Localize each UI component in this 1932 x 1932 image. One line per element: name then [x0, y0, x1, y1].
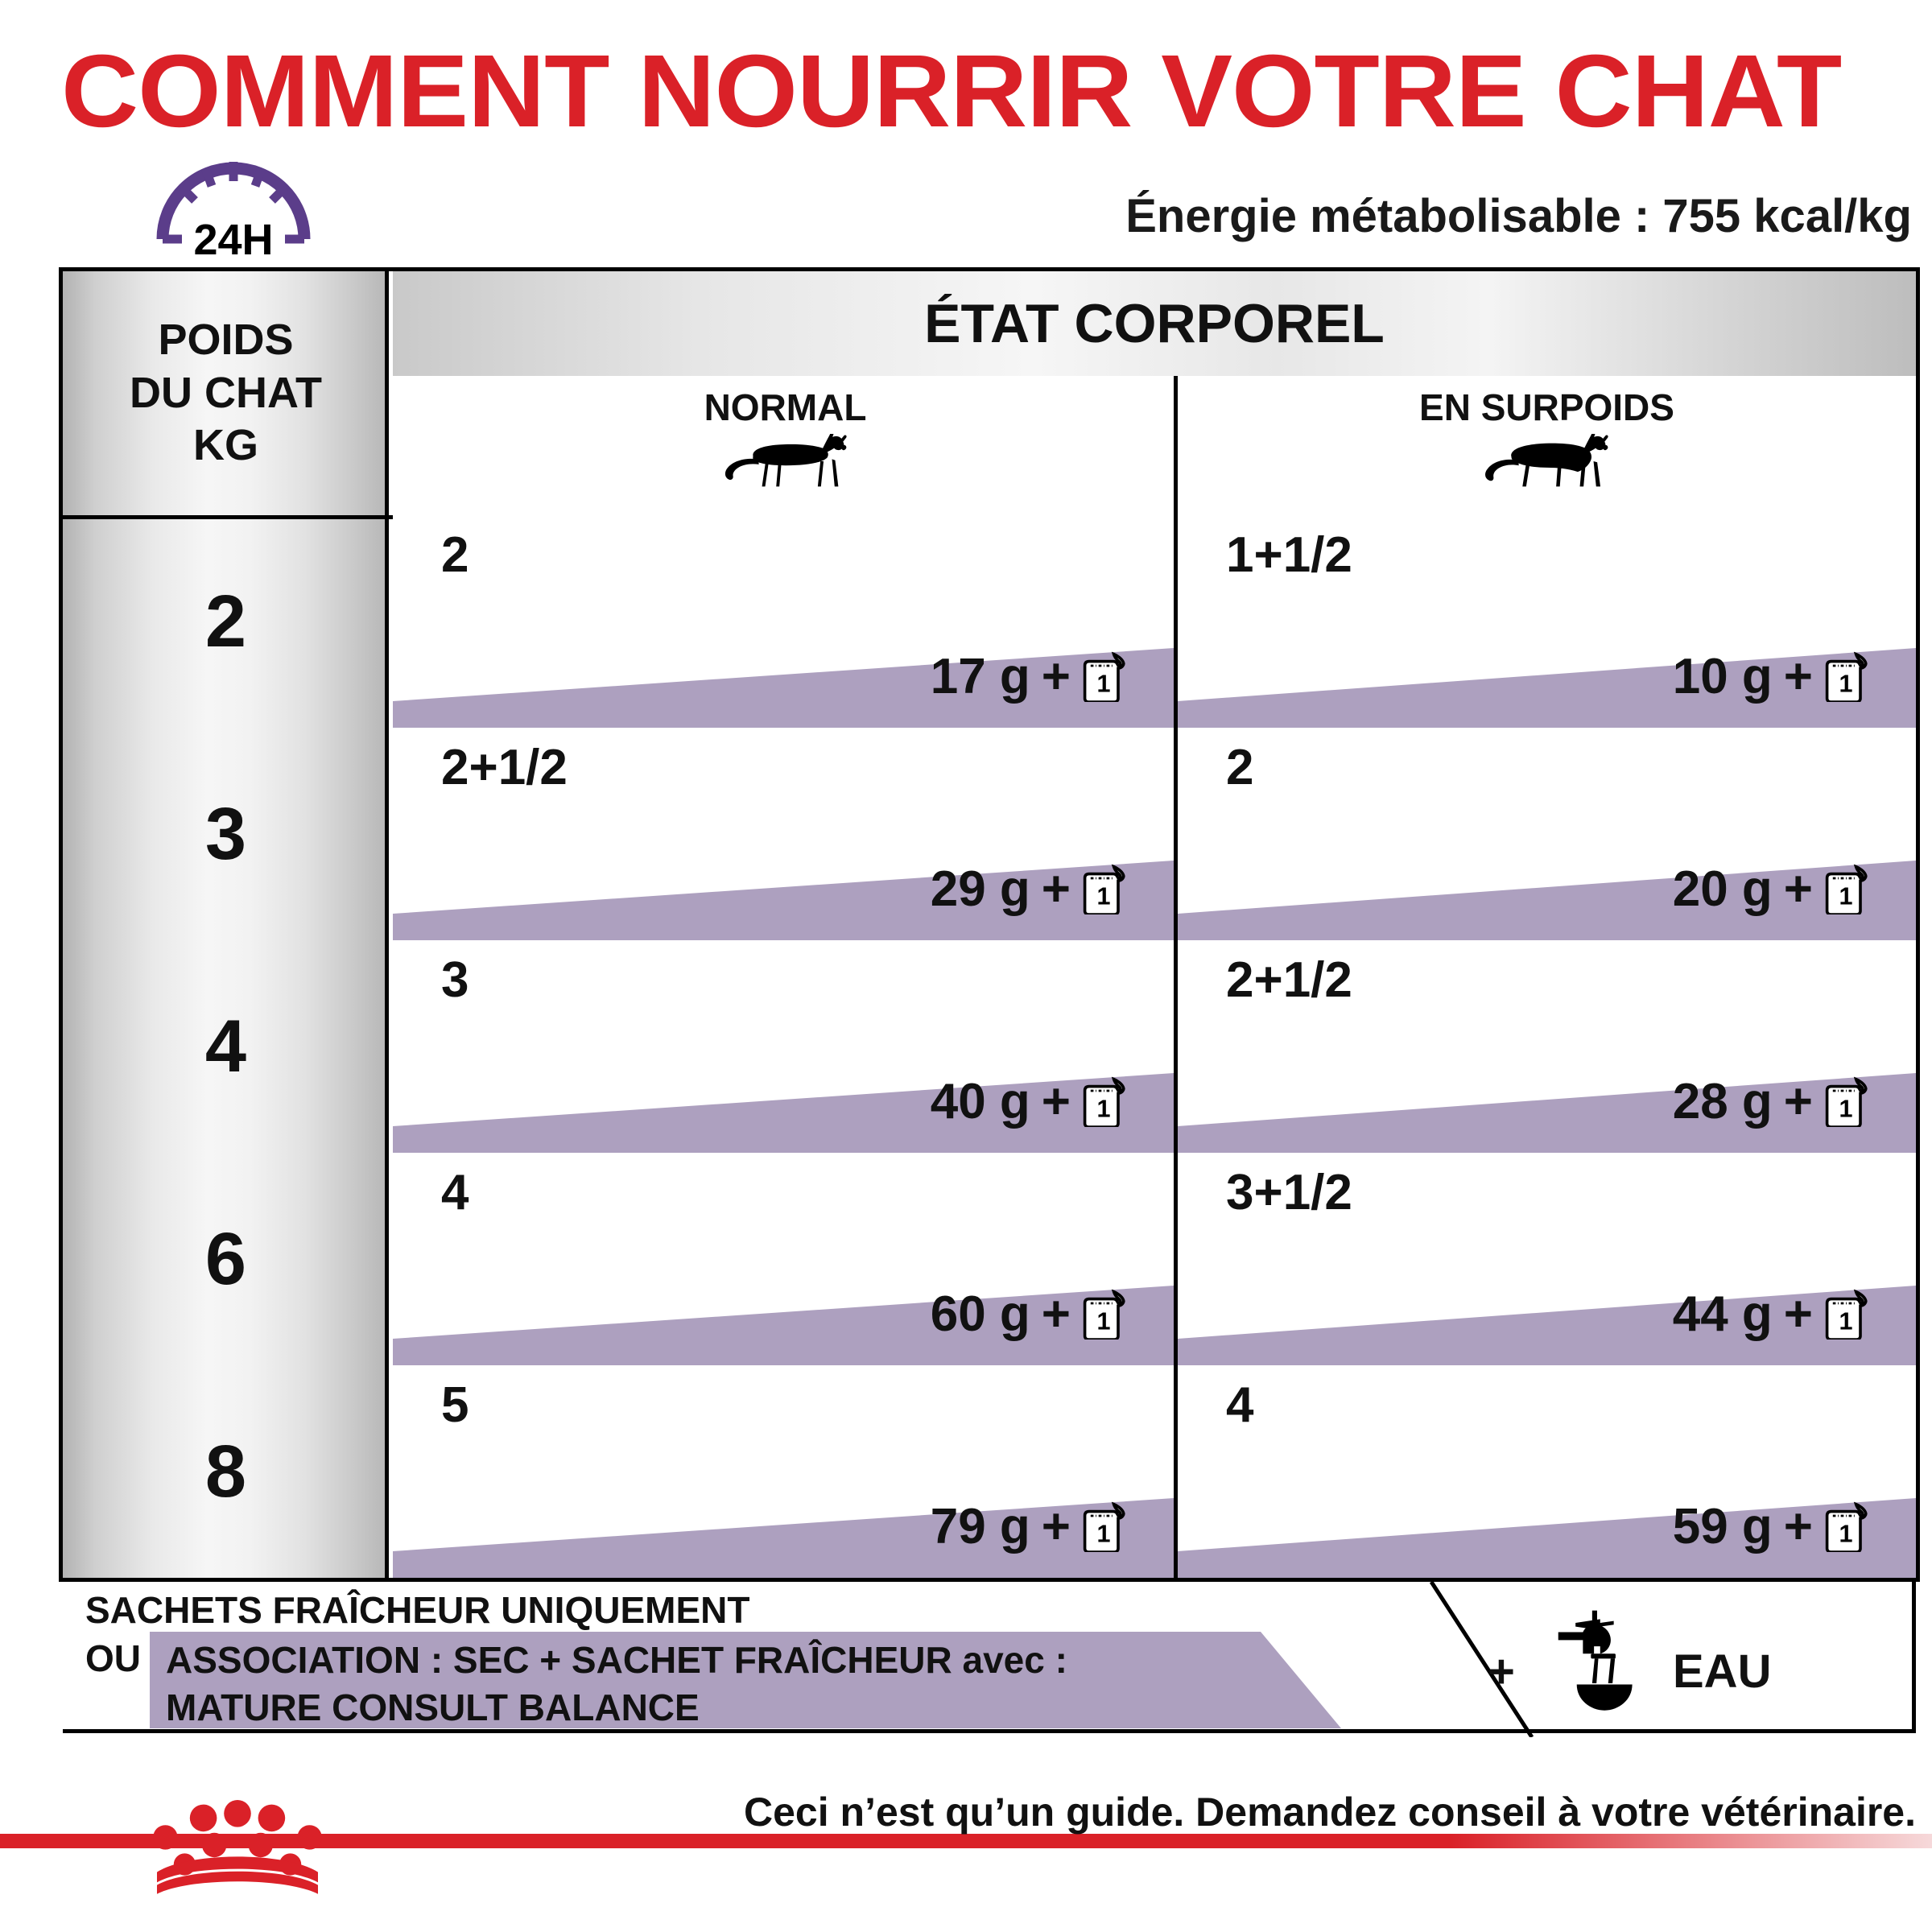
svg-text:1: 1	[1839, 1307, 1852, 1335]
svg-text:1: 1	[1096, 670, 1110, 697]
svg-text:1: 1	[1096, 1095, 1110, 1122]
svg-text:1: 1	[1839, 1520, 1852, 1547]
svg-text:1: 1	[1839, 670, 1852, 697]
svg-text:1: 1	[1096, 882, 1110, 910]
svg-text:1: 1	[1839, 1095, 1852, 1122]
svg-text:1: 1	[1839, 882, 1852, 910]
svg-text:1: 1	[1096, 1307, 1110, 1335]
svg-text:1: 1	[1096, 1520, 1110, 1547]
